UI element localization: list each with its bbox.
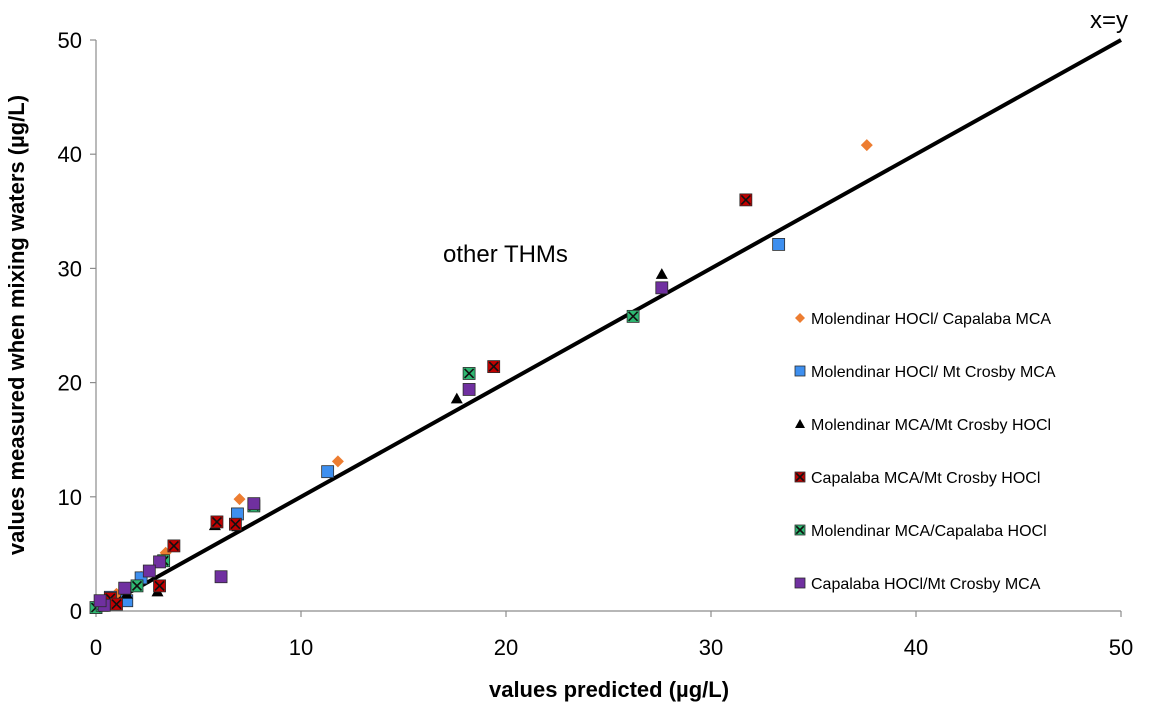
data-point [153,579,166,593]
data-point [247,497,261,511]
legend-marker [794,577,806,589]
legend-label: Molendinar HOCl/ Capalaba MCA [811,311,1051,328]
data-point [772,238,786,251]
data-point [167,539,181,553]
legend-marker [795,419,805,428]
legend-item: Capalaba MCA/Mt Crosby HOCl [794,470,1040,487]
data-point [321,465,335,479]
legend-item: Molendinar MCA/Mt Crosby HOCl [795,417,1051,434]
data-point [214,570,228,584]
data-point [142,564,156,578]
y-tick-label: 10 [58,485,82,510]
data-point [626,309,640,323]
legend-label: Molendinar HOCl/ Mt Crosby MCA [811,364,1056,381]
data-point [130,579,144,593]
legend-label: Capalaba HOCl/Mt Crosby MCA [811,576,1041,593]
x-tick-label: 20 [494,635,518,660]
data-point [487,360,501,374]
legend-marker [794,471,806,483]
legend: Molendinar HOCl/ Capalaba MCA Molendinar … [794,311,1056,593]
series-6 [93,281,669,612]
data-point [860,139,873,152]
legend-label: Capalaba MCA/Mt Crosby HOCl [811,470,1040,487]
legend-item: Capalaba HOCl/Mt Crosby MCA [794,576,1041,593]
x-equals-y-annotation: x=y [1090,7,1128,34]
x-tick-label: 0 [90,635,102,660]
y-axis-title: values measured when mixing waters (µg/L… [4,95,29,555]
legend-item: Molendinar MCA/Capalaba HOCl [794,523,1047,540]
x-tick-label: 10 [289,635,313,660]
y-tick-label: 50 [58,28,82,53]
x-axis-title: values predicted (µg/L) [489,677,729,702]
legend-item: Molendinar HOCl/ Mt Crosby MCA [794,364,1056,381]
x-tick-label: 50 [1109,635,1133,660]
data-point [655,281,669,295]
data-point [450,392,463,404]
data-point [228,517,242,531]
data-point [110,597,123,611]
data-point [118,581,132,595]
x-equals-y-line [95,38,1122,613]
legend-marker [794,524,806,536]
legend-label: Molendinar MCA/Capalaba HOCl [811,523,1047,540]
x-tick-label: 30 [699,635,723,660]
y-tick-label: 40 [58,142,82,167]
other-thms-annotation: other THMs [443,241,568,268]
series-4 [103,193,753,611]
data-point [462,383,476,396]
legend-item: Molendinar HOCl/ Capalaba MCA [795,311,1051,328]
data-point [210,515,224,529]
y-tick-label: 30 [58,256,82,281]
data-marks [89,139,873,614]
y-tick-label: 0 [70,599,82,624]
data-point [153,555,166,569]
legend-label: Molendinar MCA/Mt Crosby HOCl [811,417,1051,434]
axes: 0 10 20 30 40 50 0 10 20 30 40 50 [58,28,1134,660]
series-1 [96,139,873,611]
x-tick-label: 40 [904,635,928,660]
data-point [462,367,476,380]
data-point [739,193,753,207]
data-point [331,455,344,468]
data-point [233,493,246,506]
data-point [93,594,107,608]
series-3 [102,268,668,608]
y-tick-label: 20 [58,371,82,396]
data-point [655,268,668,279]
legend-marker [794,365,806,377]
legend-marker [795,313,805,323]
